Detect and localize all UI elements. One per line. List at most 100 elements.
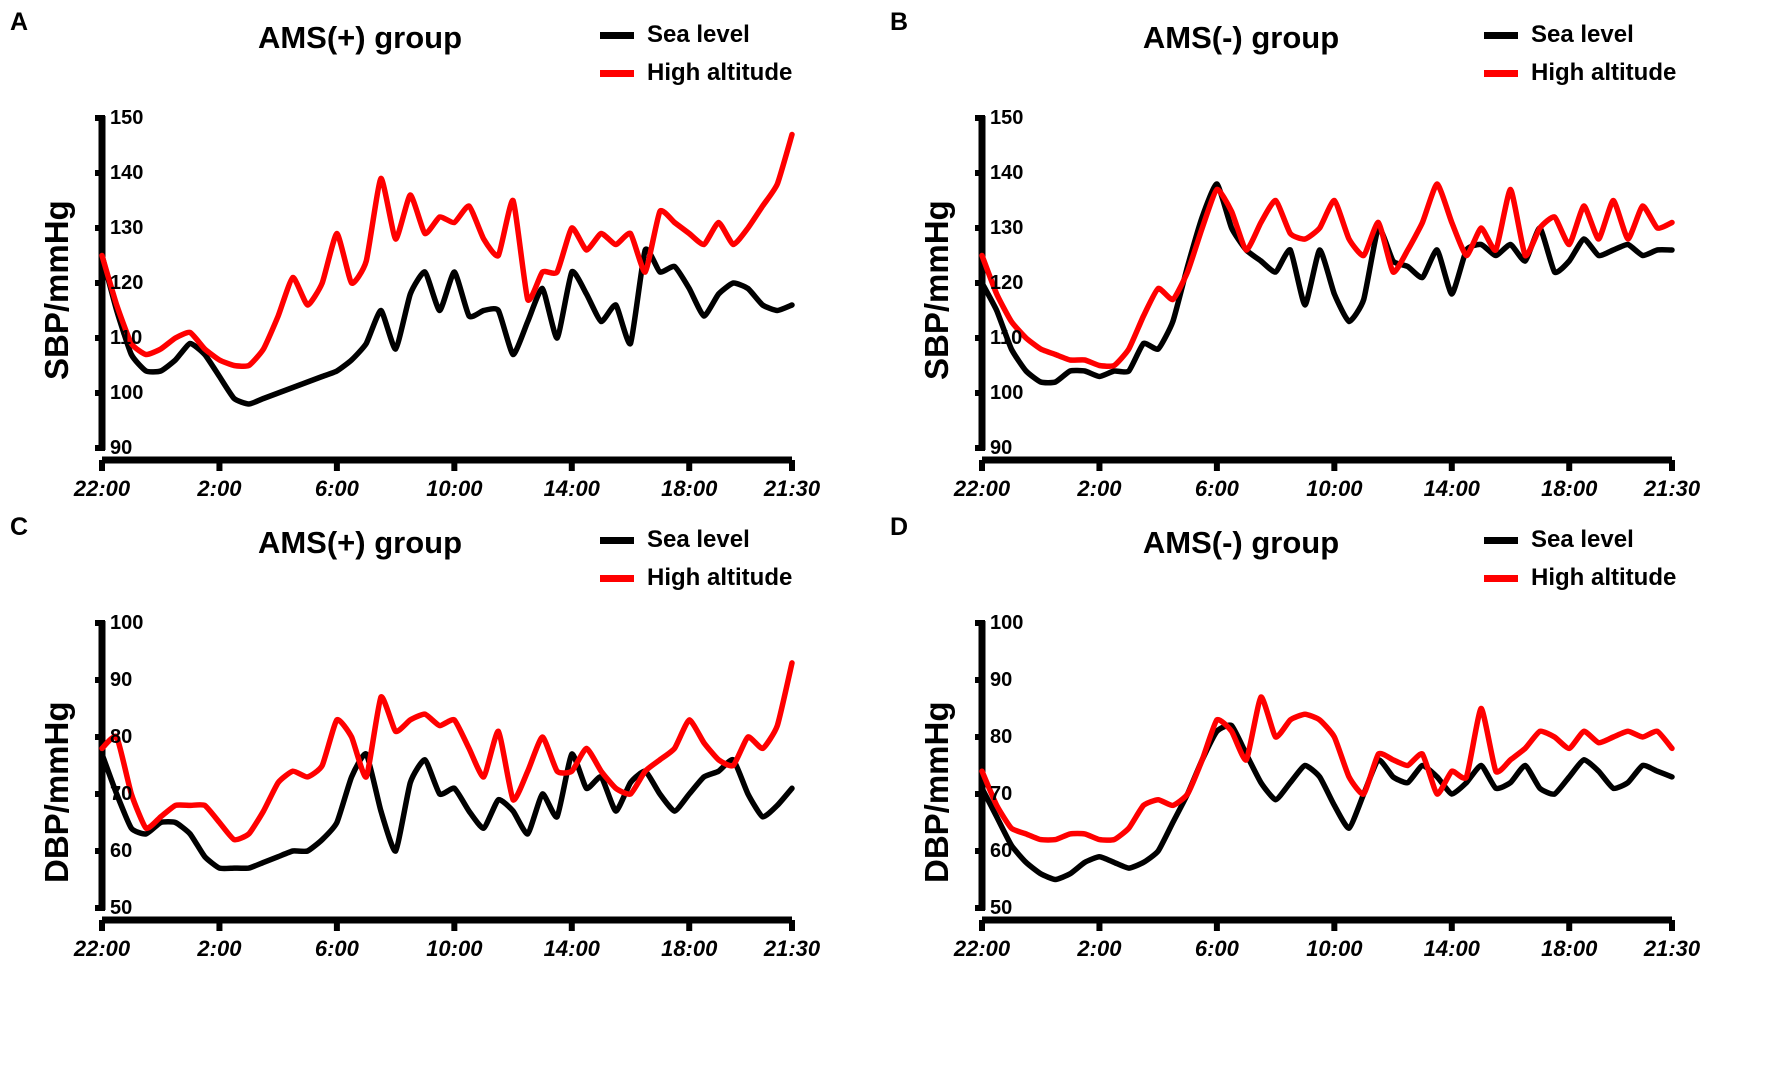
series-line-sea-level <box>979 181 1675 386</box>
x-tick-label: 14:00 <box>543 936 600 961</box>
legend-a: Sea level High altitude <box>600 20 792 96</box>
legend-label-sea-level: Sea level <box>1531 21 1634 48</box>
x-tick-label: 10:00 <box>426 936 483 961</box>
x-tick-label: 10:00 <box>1306 936 1363 961</box>
panel-b: B AMS(-) group Sea level High altitude S… <box>886 0 1772 502</box>
panel-letter-b: B <box>890 8 909 36</box>
x-tick-label: 22:00 <box>953 936 1011 961</box>
legend-swatch-sea-level-icon <box>600 31 634 39</box>
panel-letter-a: A <box>10 8 29 36</box>
y-tick-label: 70 <box>110 783 133 805</box>
series-line-sea-level <box>979 722 1675 883</box>
y-tick-label: 130 <box>110 217 144 239</box>
legend-label-high-altitude: High altitude <box>1531 59 1677 86</box>
chart-svg-B <box>975 115 1675 471</box>
y-tick-label: 140 <box>990 162 1024 184</box>
x-tick-label: 2:00 <box>197 936 242 961</box>
legend-row-sea-level: Sea level <box>600 20 792 50</box>
x-tick-label: 18:00 <box>661 936 718 961</box>
y-tick-label: 120 <box>110 272 144 294</box>
x-tick-label: 2:00 <box>197 476 242 501</box>
x-tick-label: 6:00 <box>314 476 359 501</box>
y-tick-label: 60 <box>990 840 1013 862</box>
x-tick-label: 2:00 <box>1077 936 1122 961</box>
x-tick-label: 22:00 <box>73 476 131 501</box>
panel-title-d: AMS(-) group <box>1142 525 1340 560</box>
legend-swatch-high-altitude-icon <box>600 69 634 77</box>
plot-area-d: 100 90 80 70 60 50 22:00 2:00 6:00 10:00 14:00 18:0… <box>954 613 1700 961</box>
panel-letter-d: D <box>890 513 909 541</box>
x-tick-label: 6:00 <box>314 936 359 961</box>
x-tick-label: 14:00 <box>543 476 600 501</box>
y-tick-label: 100 <box>990 612 1024 634</box>
y-tick-label: 120 <box>990 272 1024 294</box>
x-tick-label: 6:00 <box>1194 476 1239 501</box>
panel-c: C AMS(+) group Sea level High altitude D… <box>0 508 886 1008</box>
y-tick-label: 90 <box>110 437 133 459</box>
y-tick-label: 150 <box>990 107 1024 129</box>
y-tick-label: 110 <box>990 327 1023 349</box>
y-tick-label: 80 <box>110 726 133 748</box>
legend-label-high-altitude: High altitude <box>647 564 793 591</box>
x-tick-label: 6:00 <box>1194 936 1239 961</box>
legend-c: Sea level High altitude <box>600 525 792 601</box>
y-axis-label-a: SBP/mmHg <box>38 200 75 380</box>
legend-swatch-high-altitude-icon <box>600 574 634 582</box>
legend-swatch-high-altitude-icon <box>1484 69 1518 77</box>
series-line-high-altitude <box>99 660 795 843</box>
plot-area-a: 150 140 130 120 110 100 90 22:00 2:00 6:00 10:00 14… <box>74 108 820 501</box>
x-tick-label: 21:30 <box>763 936 821 961</box>
y-tick-label: 150 <box>110 107 144 129</box>
y-tick-label: 80 <box>990 726 1013 748</box>
legend-row-high-altitude: High altitude <box>1484 563 1676 593</box>
panel-title-b: AMS(-) group <box>1142 20 1340 55</box>
y-tick-label: 100 <box>110 612 144 634</box>
x-tick-label: 21:30 <box>1643 476 1701 501</box>
x-tick-label: 10:00 <box>1306 476 1363 501</box>
legend-row-high-altitude: High altitude <box>600 58 792 88</box>
x-tick-label: 14:00 <box>1423 476 1480 501</box>
legend-label-sea-level: Sea level <box>647 21 750 48</box>
x-tick-label: 2:00 <box>1077 476 1122 501</box>
legend-swatch-sea-level-icon <box>1484 31 1518 39</box>
legend-row-sea-level: Sea level <box>1484 20 1676 50</box>
legend-b: Sea level High altitude <box>1484 20 1676 96</box>
series-line-high-altitude <box>979 694 1675 843</box>
x-tick-label: 18:00 <box>661 476 718 501</box>
legend-label-high-altitude: High altitude <box>647 59 793 86</box>
y-tick-label: 140 <box>110 162 144 184</box>
panel-title-c: AMS(+) group <box>257 525 463 560</box>
series-line-sea-level <box>99 246 795 407</box>
legend-swatch-sea-level-icon <box>1484 536 1518 544</box>
legend-d: Sea level High altitude <box>1484 525 1676 601</box>
y-axis-label-d: DBP/mmHg <box>918 701 955 883</box>
legend-label-sea-level: Sea level <box>647 526 750 553</box>
panel-letter-c: C <box>10 513 29 541</box>
panel-title-a: AMS(+) group <box>257 20 463 55</box>
legend-row-high-altitude: High altitude <box>1484 58 1676 88</box>
x-tick-label: 22:00 <box>953 476 1011 501</box>
series-line-high-altitude <box>979 181 1675 369</box>
panel-d: D AMS(-) group Sea level High altitude D… <box>886 508 1772 1008</box>
y-tick-label: 90 <box>110 669 133 691</box>
y-tick-label: 50 <box>110 897 133 919</box>
y-tick-label: 130 <box>990 217 1024 239</box>
x-tick-label: 22:00 <box>73 936 131 961</box>
x-tick-label: 10:00 <box>426 476 483 501</box>
plot-area-b: 150 140 130 120 110 100 90 22:00 2:00 6:00 10:00 14… <box>954 108 1700 501</box>
legend-row-sea-level: Sea level <box>600 525 792 555</box>
y-tick-label: 90 <box>990 437 1013 459</box>
legend-row-sea-level: Sea level <box>1484 525 1676 555</box>
y-tick-label: 110 <box>110 327 143 349</box>
legend-label-sea-level: Sea level <box>1531 526 1634 553</box>
chart-svg-A <box>95 115 795 471</box>
series-line-sea-level <box>99 751 795 872</box>
series-line-high-altitude <box>99 131 795 369</box>
y-tick-label: 90 <box>990 669 1013 691</box>
panel-a: A AMS(+) group Sea level High altitude S… <box>0 0 886 502</box>
x-tick-label: 21:30 <box>763 476 821 501</box>
legend-swatch-sea-level-icon <box>600 536 634 544</box>
legend-label-high-altitude: High altitude <box>1531 564 1677 591</box>
chart-svg-C <box>95 620 795 931</box>
x-tick-label: 18:00 <box>1541 936 1598 961</box>
